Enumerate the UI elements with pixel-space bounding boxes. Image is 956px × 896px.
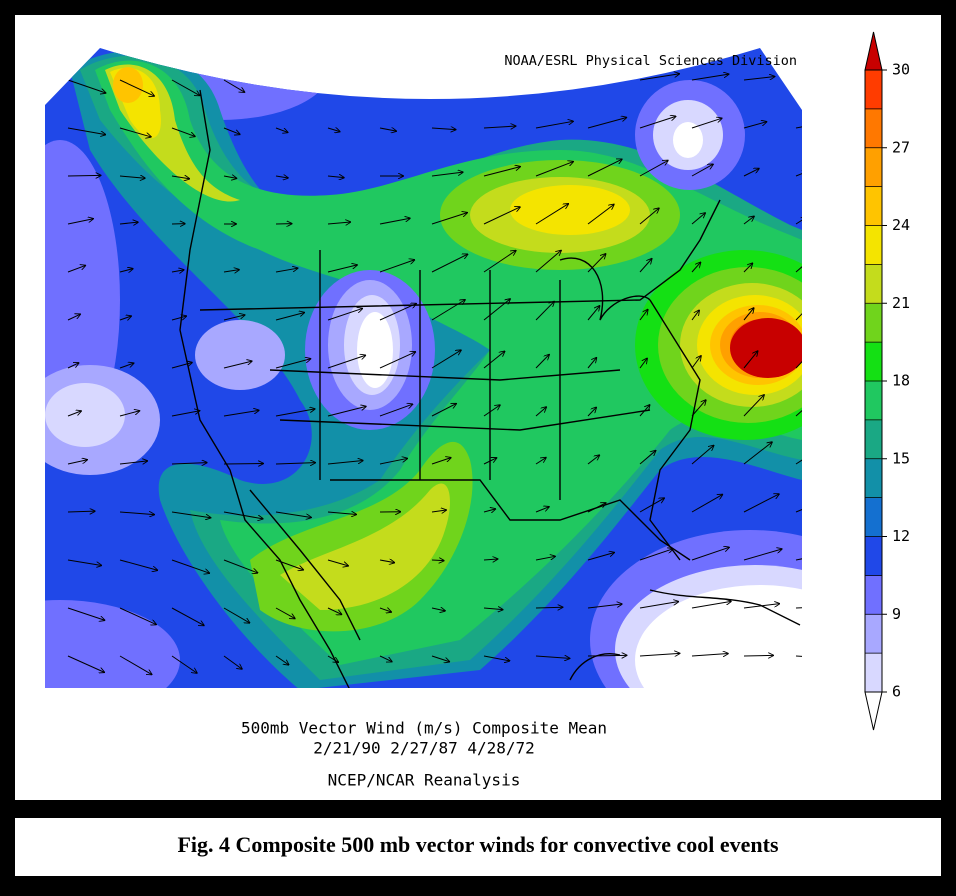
title-line: NCEP/NCAR Reanalysis xyxy=(328,771,521,790)
wind-vector xyxy=(588,655,627,656)
colorbar-segment xyxy=(865,187,882,226)
wind-map xyxy=(0,20,910,750)
colorbar-segment xyxy=(865,381,882,420)
credit: NOAA/ESRL Physical Sciences Division xyxy=(504,53,797,69)
colorbar-segment xyxy=(865,109,882,148)
colorbar-segment xyxy=(865,342,882,381)
caption: Fig. 4 Composite 500 mb vector winds for… xyxy=(177,832,778,857)
wind-vector xyxy=(68,175,101,176)
colorbar-tick-label: 24 xyxy=(892,216,910,234)
colorbar-segment xyxy=(865,148,882,187)
wind-vector xyxy=(744,655,773,656)
colorbar-segment xyxy=(865,226,882,265)
colorbar-tick-label: 27 xyxy=(892,138,910,156)
colorbar-tick-label: 18 xyxy=(892,372,910,390)
colorbar-segment xyxy=(865,70,882,109)
colorbar-tick-label: 9 xyxy=(892,605,901,623)
colorbar-tick-label: 15 xyxy=(892,449,910,467)
colorbar-segment xyxy=(865,653,882,692)
colorbar-segment xyxy=(865,264,882,303)
colorbar-segment xyxy=(865,459,882,498)
colorbar-segment xyxy=(865,575,882,614)
colorbar-segment xyxy=(865,420,882,459)
wind-vector xyxy=(224,463,263,464)
wind-vector xyxy=(432,560,444,561)
title-line: 2/21/90 2/27/87 4/28/72 xyxy=(313,739,535,758)
colorbar-segment xyxy=(865,498,882,537)
title-line: 500mb Vector Wind (m/s) Composite Mean xyxy=(241,719,607,738)
colorbar-tick-label: 30 xyxy=(892,61,910,79)
colorbar-segment xyxy=(865,614,882,653)
colorbar-segment xyxy=(865,303,882,342)
colorbar-tick-label: 6 xyxy=(892,683,901,701)
colorbar-tick-label: 21 xyxy=(892,294,910,312)
colorbar-tick-label: 12 xyxy=(892,527,910,545)
colorbar-segment xyxy=(865,537,882,576)
